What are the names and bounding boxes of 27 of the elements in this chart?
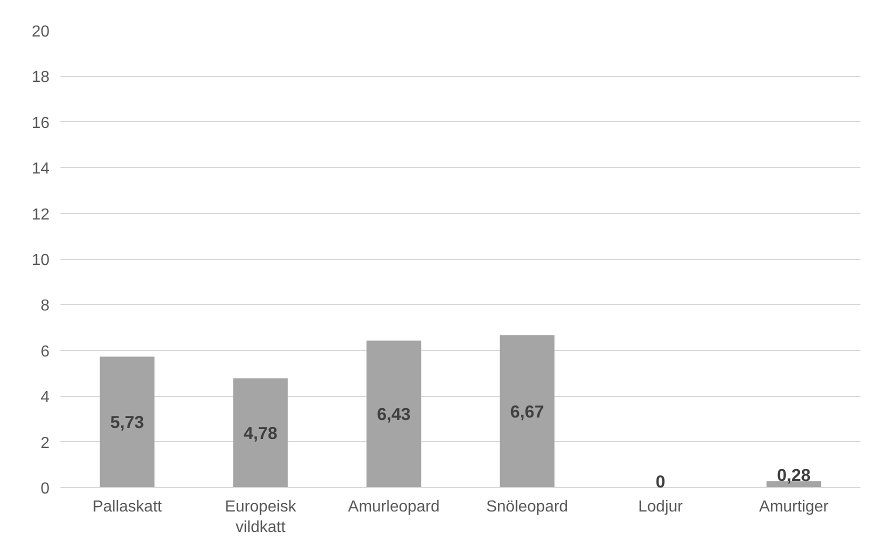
data-label: 0: [656, 472, 666, 492]
x-tick-label: Lodjur: [638, 498, 684, 516]
y-tick-label: 18: [32, 69, 50, 86]
y-tick-label: 12: [32, 206, 50, 224]
y-tick-label: 10: [32, 252, 50, 269]
y-tick-label: 6: [40, 343, 50, 360]
data-label: 6,43: [376, 404, 412, 424]
y-tick-label: 20: [32, 24, 50, 40]
y-tick-label: 0: [40, 480, 50, 498]
x-tick-label: Pallaskatt: [92, 498, 162, 516]
x-tick-label: Snöleopard: [486, 498, 568, 516]
bar: [100, 356, 154, 488]
y-tick-label: 2: [40, 434, 50, 452]
data-label: 4,78: [244, 422, 278, 443]
y-tick-label: 16: [32, 114, 50, 132]
y-tick-label: 8: [40, 298, 50, 315]
y-tick-label: 14: [32, 160, 50, 178]
x-tick-label: Amurleopard: [348, 498, 440, 516]
data-label: 5,73: [110, 412, 144, 432]
data-label: 6,67: [510, 401, 544, 422]
y-tick-label: 4: [40, 389, 50, 406]
x-tick-label: Amurtiger: [759, 498, 830, 516]
bar: [500, 335, 554, 488]
bar: [366, 340, 422, 488]
x-tick-label: Europeisk vildkatt: [224, 498, 298, 536]
data-label: 0,28: [776, 465, 812, 486]
bar: [233, 378, 288, 488]
